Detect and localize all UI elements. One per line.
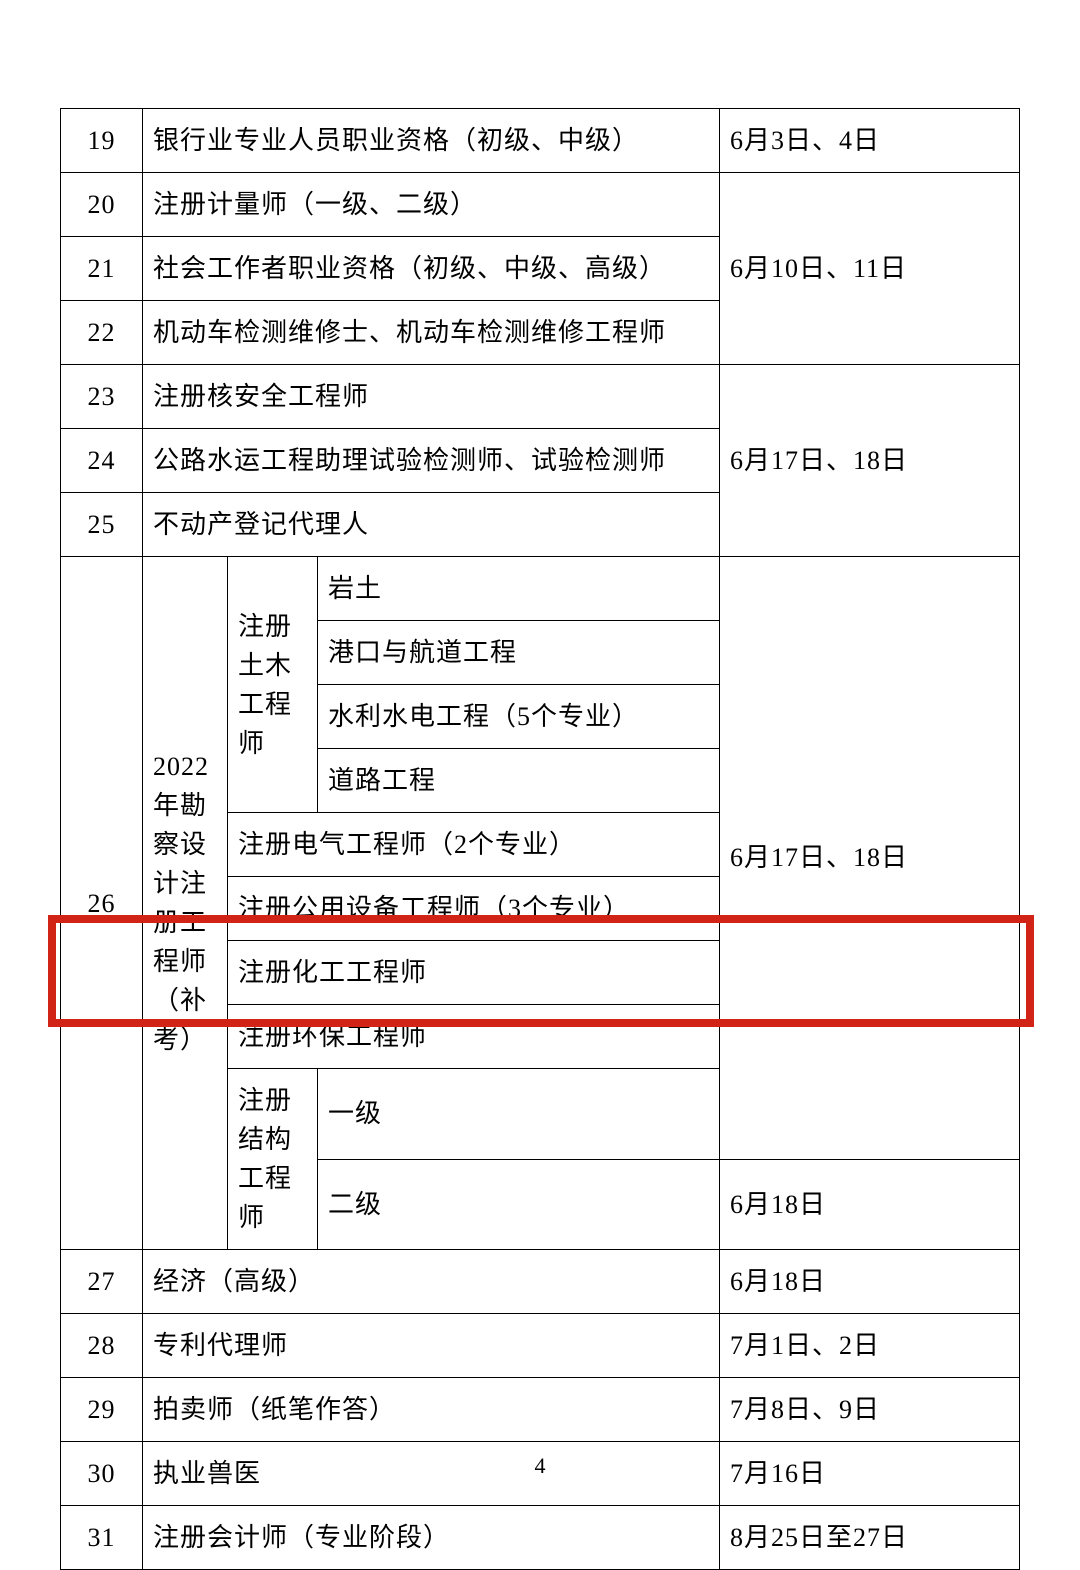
exam-name: 专利代理师 — [143, 1314, 720, 1378]
table-row: 28 专利代理师 7月1日、2日 — [61, 1314, 1020, 1378]
exam-name: 拍卖师（纸笔作答） — [143, 1378, 720, 1442]
exam-date: 6月18日 — [720, 1250, 1020, 1314]
table-row: 26 2022年勘察设计注册工程师（补考） 注册土木工程师 岩土 6月17日、1… — [61, 557, 1020, 621]
table-row: 29 拍卖师（纸笔作答） 7月8日、9日 — [61, 1378, 1020, 1442]
row-number: 28 — [61, 1314, 143, 1378]
exam-name: 社会工作者职业资格（初级、中级、高级） — [143, 237, 720, 301]
exam-group: 2022年勘察设计注册工程师（补考） — [143, 557, 228, 1250]
exam-name: 机动车检测维修士、机动车检测维修工程师 — [143, 301, 720, 365]
exam-subgroup: 注册结构工程师 — [228, 1069, 318, 1250]
exam-item: 道路工程 — [318, 749, 720, 813]
exam-name: 银行业专业人员职业资格（初级、中级） — [143, 109, 720, 173]
table-row: 31 注册会计师（专业阶段） 8月25日至27日 — [61, 1506, 1020, 1570]
row-number: 21 — [61, 237, 143, 301]
exam-name: 不动产登记代理人 — [143, 493, 720, 557]
exam-name: 注册会计师（专业阶段） — [143, 1506, 720, 1570]
row-number: 31 — [61, 1506, 143, 1570]
exam-name: 公路水运工程助理试验检测师、试验检测师 — [143, 429, 720, 493]
exam-date: 6月18日 — [720, 1159, 1020, 1250]
exam-date: 8月25日至27日 — [720, 1506, 1020, 1570]
row-number: 27 — [61, 1250, 143, 1314]
page-number: 4 — [0, 1453, 1080, 1479]
row-number: 24 — [61, 429, 143, 493]
exam-item: 注册环保工程师 — [228, 1005, 720, 1069]
exam-name: 经济（高级） — [143, 1250, 720, 1314]
document-page: 19 银行业专业人员职业资格（初级、中级） 6月3日、4日 20 注册计量师（一… — [60, 108, 1020, 1570]
exam-date: 7月1日、2日 — [720, 1314, 1020, 1378]
exam-item: 水利水电工程（5个专业） — [318, 685, 720, 749]
exam-date: 6月3日、4日 — [720, 109, 1020, 173]
exam-name: 注册计量师（一级、二级） — [143, 173, 720, 237]
table-row: 23 注册核安全工程师 6月17日、18日 — [61, 365, 1020, 429]
exam-item: 注册电气工程师（2个专业） — [228, 813, 720, 877]
exam-item: 注册化工工程师 — [228, 941, 720, 1005]
exam-schedule-table: 19 银行业专业人员职业资格（初级、中级） 6月3日、4日 20 注册计量师（一… — [60, 108, 1020, 1570]
row-number: 19 — [61, 109, 143, 173]
exam-name: 注册核安全工程师 — [143, 365, 720, 429]
exam-item: 二级 — [318, 1159, 720, 1250]
exam-subgroup: 注册土木工程师 — [228, 557, 318, 813]
row-number: 20 — [61, 173, 143, 237]
row-number: 25 — [61, 493, 143, 557]
exam-date: 7月8日、9日 — [720, 1378, 1020, 1442]
row-number: 22 — [61, 301, 143, 365]
table-row: 27 经济（高级） 6月18日 — [61, 1250, 1020, 1314]
row-number: 23 — [61, 365, 143, 429]
row-number: 29 — [61, 1378, 143, 1442]
exam-item: 一级 — [318, 1069, 720, 1160]
table-row: 20 注册计量师（一级、二级） 6月10日、11日 — [61, 173, 1020, 237]
exam-item: 注册公用设备工程师（3个专业） — [228, 877, 720, 941]
exam-date: 6月10日、11日 — [720, 173, 1020, 365]
exam-item: 岩土 — [318, 557, 720, 621]
exam-date: 6月17日、18日 — [720, 365, 1020, 557]
exam-item: 港口与航道工程 — [318, 621, 720, 685]
table-row: 19 银行业专业人员职业资格（初级、中级） 6月3日、4日 — [61, 109, 1020, 173]
row-number: 26 — [61, 557, 143, 1250]
exam-date: 6月17日、18日 — [720, 557, 1020, 1160]
